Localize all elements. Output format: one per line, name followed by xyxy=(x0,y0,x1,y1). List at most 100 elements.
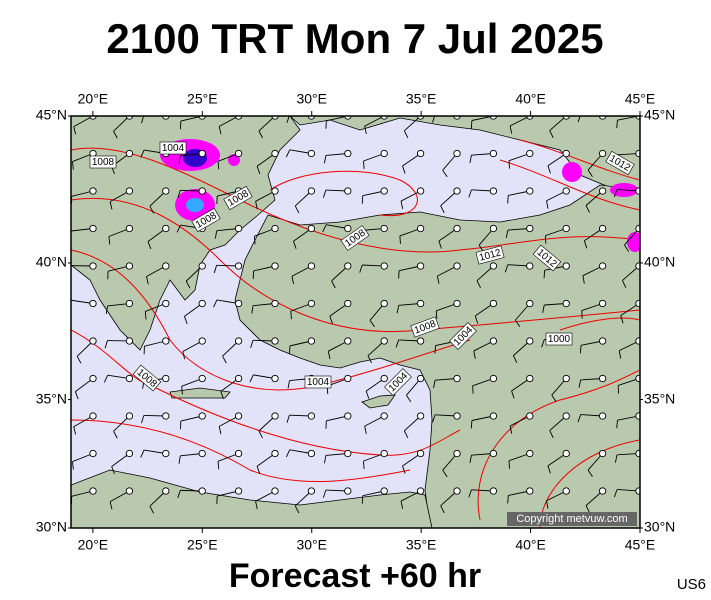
isobar-label-box xyxy=(89,155,117,169)
lon-label-top: 30°E xyxy=(296,91,327,107)
barb-flag xyxy=(468,189,472,198)
barb-flag xyxy=(253,236,256,245)
barb-staff xyxy=(111,453,130,467)
barb-station xyxy=(198,337,206,345)
barb-flag xyxy=(140,449,145,458)
barb-station xyxy=(562,299,570,308)
barb-staff xyxy=(145,303,166,312)
barb-station xyxy=(125,262,134,270)
barb-staff xyxy=(580,378,603,381)
wind-barb xyxy=(294,487,316,514)
lon-label-bottom: 20°E xyxy=(78,537,109,553)
barb-station xyxy=(635,487,640,495)
wind-barb xyxy=(577,412,607,423)
barb-flag xyxy=(218,426,222,435)
lon-label-bottom: 30°E xyxy=(296,537,327,553)
barb-staff xyxy=(400,190,421,202)
barb-station xyxy=(562,412,570,420)
barb-staff xyxy=(435,378,458,381)
barb-staff xyxy=(289,340,312,347)
barb-station xyxy=(198,412,206,420)
barb-station xyxy=(307,337,316,345)
barb-station xyxy=(344,299,352,308)
wind-barb xyxy=(618,337,640,359)
barb-flag xyxy=(436,275,440,284)
barb-flag xyxy=(549,430,554,438)
barb-flag xyxy=(587,169,593,177)
barb-staff xyxy=(362,264,385,267)
barb-staff xyxy=(363,153,385,162)
barb-flag xyxy=(73,126,77,135)
barb-flag xyxy=(432,414,436,423)
barb-station xyxy=(489,149,498,158)
barb-station xyxy=(162,337,170,345)
barb-station xyxy=(234,224,243,233)
barb-station xyxy=(234,449,243,458)
barb-flag xyxy=(213,299,218,308)
barb-station xyxy=(234,412,243,420)
barb-staff xyxy=(71,190,94,197)
wind-barb xyxy=(512,337,534,363)
barb-staff xyxy=(473,340,494,352)
barb-flag xyxy=(585,205,590,213)
barb-flag xyxy=(183,316,188,325)
barb-staff xyxy=(180,189,203,192)
wind-barb xyxy=(442,149,461,178)
wind-barb xyxy=(624,224,640,252)
barb-station xyxy=(125,487,134,495)
barb-flag xyxy=(255,501,258,510)
wind-barb xyxy=(322,224,352,233)
wind-barb xyxy=(620,299,640,324)
lat-label-left: 45°N xyxy=(36,107,67,123)
wind-barb xyxy=(255,187,279,210)
isobar-label-box xyxy=(384,368,412,396)
barb-station xyxy=(271,374,279,383)
barb-flag xyxy=(287,380,290,389)
barb-staff xyxy=(180,116,203,122)
barb-staff xyxy=(326,224,348,229)
barb-staff xyxy=(254,228,276,237)
isobar-label-text: 1004 xyxy=(162,143,185,154)
barb-flag xyxy=(149,205,155,214)
wind-barb xyxy=(177,187,206,199)
wind-barb xyxy=(549,412,570,438)
barb-staff xyxy=(107,374,130,379)
barb-station xyxy=(344,487,352,495)
isobar-label-text: 1004 xyxy=(307,377,330,388)
barb-station xyxy=(489,337,498,345)
barb-staff xyxy=(624,228,640,246)
land-anatolia xyxy=(234,184,640,528)
barb-station xyxy=(635,187,640,195)
wind-barb xyxy=(285,449,316,458)
barb-staff xyxy=(580,414,603,417)
barb-flag xyxy=(511,390,515,399)
lon-label-top: 25°E xyxy=(187,91,218,107)
barb-flag xyxy=(178,155,181,164)
barb-staff xyxy=(289,449,312,454)
wind-barb xyxy=(468,187,498,198)
wind-barb xyxy=(581,299,607,319)
barb-staff xyxy=(364,415,385,427)
barb-staff xyxy=(471,489,494,492)
barb-staff xyxy=(513,340,531,356)
barb-station xyxy=(635,412,640,420)
wind-barb xyxy=(323,449,352,464)
barb-flag xyxy=(577,116,581,123)
wind-barb xyxy=(396,299,425,314)
barb-flag xyxy=(400,500,404,509)
barb-station xyxy=(198,487,206,495)
wind-barb xyxy=(515,299,534,328)
wind-barb xyxy=(433,374,461,389)
barb-staff xyxy=(367,340,385,357)
barb-station xyxy=(125,337,134,345)
barb-staff xyxy=(402,453,421,467)
barb-staff xyxy=(253,374,276,379)
lat-label-right: 30°N xyxy=(644,519,675,535)
barb-staff xyxy=(587,153,603,171)
isobar-label-box xyxy=(159,141,187,155)
barb-flag xyxy=(399,235,401,244)
wind-barb xyxy=(180,412,206,430)
barb-station xyxy=(635,299,640,308)
barb-flag xyxy=(285,149,291,158)
